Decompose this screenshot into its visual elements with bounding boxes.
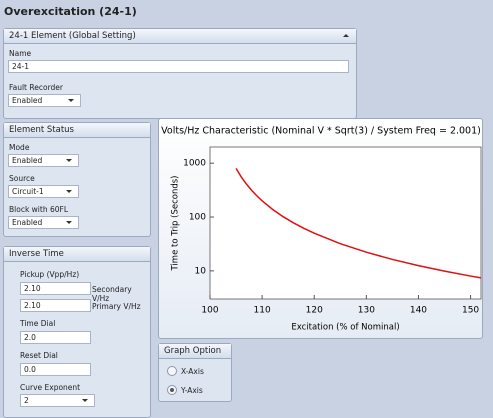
panel-header: Element Status	[4, 123, 150, 138]
label: Pickup (Vpp/Hz)	[20, 270, 80, 279]
curve-exponent-dropdown[interactable]: 2	[20, 394, 95, 407]
panel-header: Graph Option	[159, 344, 231, 359]
x-tick-label: 100	[201, 306, 218, 316]
status-panel: Element Status Mode Enabled Source Circuit-1…	[3, 122, 151, 237]
radio-label[interactable]: X-Axis	[181, 367, 204, 376]
label: Reset Dial	[20, 351, 58, 360]
plot-area	[209, 146, 482, 300]
label: Mode	[9, 143, 30, 152]
dropdown[interactable]: Enabled	[8, 216, 79, 229]
graph-option-panel: Graph Option X-Axis Y-Axis	[158, 343, 232, 402]
y-tick-label: 10	[195, 266, 207, 276]
name-input[interactable]: 24-1	[8, 60, 349, 73]
unit: Secondary V/Hz	[92, 285, 132, 303]
chart: Volts/Hz Characteristic (Nominal V * Sqr…	[161, 126, 482, 333]
panel-header[interactable]: 24-1 Element (Global Setting)	[4, 29, 356, 44]
time-dial-input[interactable]: 2.0	[20, 331, 91, 344]
label: Fault Recorder	[9, 83, 63, 92]
y-tick-label: 100	[189, 213, 206, 223]
radio-button[interactable]	[167, 385, 177, 395]
fault-recorder-dropdown[interactable]: Enabled	[8, 94, 81, 107]
global-panel: 24-1 Element (Global Setting) Name 24-1 …	[3, 28, 357, 119]
primary-input[interactable]: 2.10	[20, 299, 91, 312]
label: Source	[9, 174, 35, 183]
chart-title: Volts/Hz Characteristic (Nominal V * Sqr…	[161, 126, 481, 137]
dropdown[interactable]: Enabled	[8, 154, 79, 167]
reset-dial-input[interactable]: 0.0	[20, 363, 91, 376]
label: Name	[9, 49, 32, 58]
dropdown[interactable]: Circuit-1	[8, 185, 79, 198]
unit: Primary V/Hz	[92, 302, 141, 311]
label: Time Dial	[20, 319, 56, 328]
label: Curve Exponent	[20, 383, 81, 392]
y-axis-label: Time to Trip (Seconds)	[171, 176, 181, 272]
x-tick-label: 130	[358, 306, 375, 316]
inverse-panel: Inverse Time Pickup (Vpp/Hz) 2.10 Second…	[3, 246, 151, 418]
x-axis-label: Excitation (% of Nominal)	[291, 323, 399, 333]
panel-header: Inverse Time	[4, 247, 150, 262]
curve	[235, 168, 482, 279]
x-tick-label: 110	[254, 306, 271, 316]
x-tick-label: 150	[462, 306, 479, 316]
chart-panel: Volts/Hz Characteristic (Nominal V * Sqr…	[158, 118, 483, 339]
page-title: Overexcitation (24-1)	[4, 5, 137, 18]
secondary-input[interactable]: 2.10	[20, 282, 91, 295]
x-tick-label: 120	[306, 306, 323, 316]
radio-button[interactable]	[167, 366, 177, 376]
radio-label[interactable]: Y-Axis	[181, 386, 203, 395]
collapse-icon[interactable]	[343, 34, 349, 37]
x-tick-label: 140	[410, 306, 427, 316]
y-tick-label: 1000	[183, 159, 206, 169]
label: Block with 60FL	[9, 205, 69, 214]
